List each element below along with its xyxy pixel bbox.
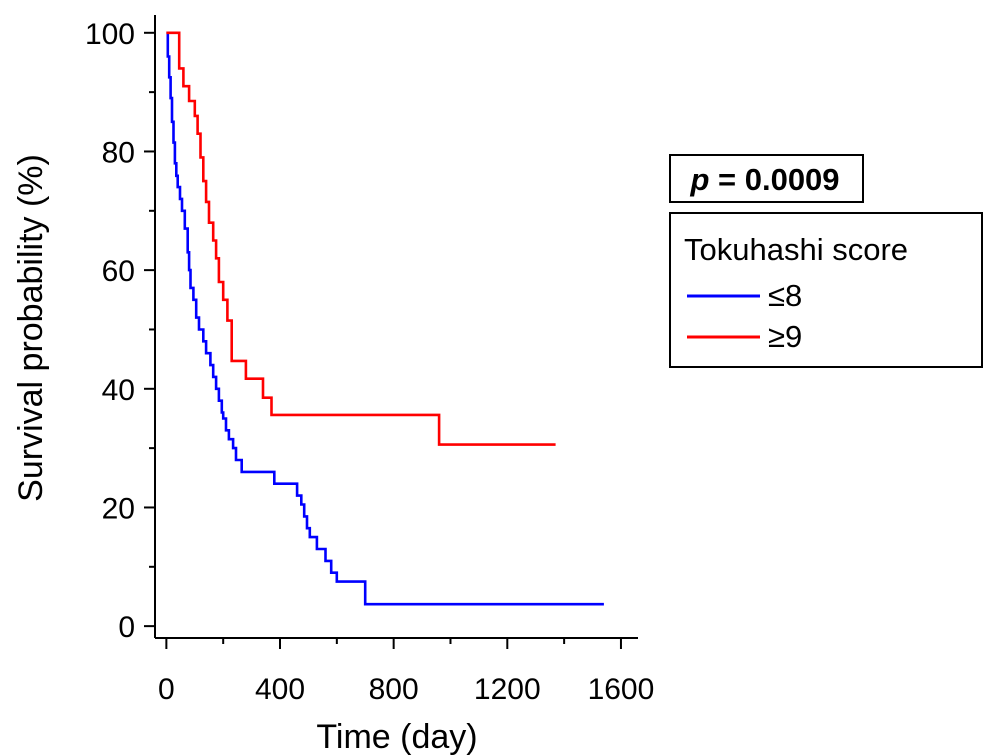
p-symbol: p <box>689 162 709 197</box>
legend: Tokuhashi score ≤8 ≥9 <box>669 212 983 368</box>
y-tick-label-60: 60 <box>102 255 135 288</box>
y-axis-label: Survival probability (%) <box>12 154 50 502</box>
x-tick-label-1600: 1600 <box>588 673 655 706</box>
x-tick-label-800: 800 <box>369 673 419 706</box>
svg-text:p = 0.0009: p = 0.0009 <box>689 162 839 197</box>
y-tick-label-100: 100 <box>85 18 135 51</box>
p-value-text: = 0.0009 <box>709 162 839 197</box>
legend-box <box>669 212 983 368</box>
x-tick-label-1200: 1200 <box>474 673 541 706</box>
axes <box>154 15 638 639</box>
legend-entry-le8: ≤8 <box>768 278 802 313</box>
ticks: 0 400 800 1200 1600 0 20 40 60 80 100 <box>85 18 654 706</box>
plot-lines <box>166 31 604 606</box>
y-tick-label-40: 40 <box>102 374 135 407</box>
x-tick-label-400: 400 <box>255 673 305 706</box>
y-tick-label-0: 0 <box>118 611 135 644</box>
series-line-le8 <box>166 31 604 606</box>
y-tick-label-80: 80 <box>102 136 135 169</box>
y-tick-label-20: 20 <box>102 492 135 525</box>
legend-entry-ge9: ≥9 <box>768 319 802 354</box>
p-value-box <box>669 154 864 203</box>
x-tick-label-0: 0 <box>158 673 175 706</box>
series-line-ge9 <box>166 31 556 446</box>
p-value-annotation: p = 0.0009 <box>669 154 864 203</box>
x-axis-label: Time (day) <box>316 718 477 755</box>
legend-title: Tokuhashi score <box>684 232 908 267</box>
